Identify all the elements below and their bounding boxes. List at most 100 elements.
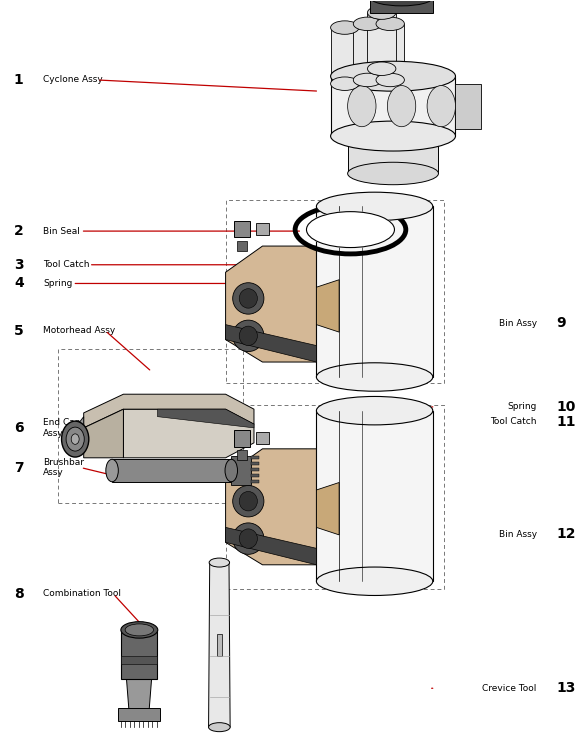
Ellipse shape bbox=[239, 491, 258, 511]
Ellipse shape bbox=[66, 427, 84, 451]
Polygon shape bbox=[331, 76, 455, 136]
Ellipse shape bbox=[347, 86, 376, 127]
Ellipse shape bbox=[317, 363, 433, 391]
Text: Tool Catch: Tool Catch bbox=[490, 418, 536, 427]
Polygon shape bbox=[256, 433, 269, 445]
Text: 1: 1 bbox=[14, 73, 24, 87]
Text: Motorhead Assy: Motorhead Assy bbox=[44, 326, 115, 335]
Ellipse shape bbox=[347, 162, 438, 185]
Ellipse shape bbox=[331, 77, 359, 90]
Polygon shape bbox=[226, 324, 317, 362]
Polygon shape bbox=[317, 207, 433, 377]
Text: 3: 3 bbox=[14, 258, 24, 272]
Polygon shape bbox=[118, 708, 160, 721]
Polygon shape bbox=[251, 479, 259, 483]
Polygon shape bbox=[78, 417, 84, 447]
Ellipse shape bbox=[233, 485, 264, 517]
Ellipse shape bbox=[331, 62, 455, 91]
Polygon shape bbox=[209, 562, 230, 727]
Text: 2: 2 bbox=[14, 224, 24, 238]
Polygon shape bbox=[226, 527, 317, 565]
Ellipse shape bbox=[233, 320, 264, 351]
Polygon shape bbox=[237, 451, 246, 460]
Ellipse shape bbox=[317, 567, 433, 596]
Text: 6: 6 bbox=[14, 421, 24, 435]
Polygon shape bbox=[256, 223, 269, 235]
Text: 13: 13 bbox=[557, 681, 576, 695]
Text: Spring: Spring bbox=[508, 403, 536, 412]
Text: Cyclone Assy: Cyclone Assy bbox=[44, 75, 103, 84]
Ellipse shape bbox=[233, 523, 264, 554]
Ellipse shape bbox=[317, 192, 433, 221]
Ellipse shape bbox=[317, 397, 433, 425]
Text: Brushbar
Assy: Brushbar Assy bbox=[44, 458, 85, 477]
Ellipse shape bbox=[353, 17, 382, 31]
Polygon shape bbox=[331, 28, 359, 83]
Polygon shape bbox=[84, 394, 254, 428]
Polygon shape bbox=[353, 24, 382, 80]
Ellipse shape bbox=[306, 212, 394, 248]
Text: 11: 11 bbox=[557, 415, 576, 429]
Ellipse shape bbox=[225, 460, 238, 481]
Text: Tool Catch: Tool Catch bbox=[44, 261, 90, 270]
Text: 12: 12 bbox=[557, 527, 576, 541]
Polygon shape bbox=[347, 128, 438, 173]
Polygon shape bbox=[226, 449, 317, 565]
Ellipse shape bbox=[233, 282, 264, 314]
Ellipse shape bbox=[71, 434, 79, 445]
Polygon shape bbox=[317, 279, 339, 332]
Polygon shape bbox=[124, 409, 254, 458]
Polygon shape bbox=[112, 460, 231, 481]
Polygon shape bbox=[234, 430, 250, 447]
Ellipse shape bbox=[387, 86, 416, 127]
Ellipse shape bbox=[376, 17, 404, 31]
Ellipse shape bbox=[121, 622, 158, 638]
Polygon shape bbox=[317, 482, 339, 535]
Polygon shape bbox=[126, 677, 152, 712]
Polygon shape bbox=[237, 241, 246, 251]
Polygon shape bbox=[251, 462, 259, 466]
Text: Combination Tool: Combination Tool bbox=[44, 590, 121, 599]
Ellipse shape bbox=[239, 288, 258, 308]
Polygon shape bbox=[317, 411, 433, 581]
Polygon shape bbox=[158, 409, 254, 428]
Polygon shape bbox=[371, 0, 433, 13]
Polygon shape bbox=[251, 468, 259, 472]
Ellipse shape bbox=[427, 86, 455, 127]
Text: Bin Assy: Bin Assy bbox=[499, 318, 536, 327]
Ellipse shape bbox=[353, 73, 382, 86]
Ellipse shape bbox=[376, 73, 404, 86]
Polygon shape bbox=[84, 409, 124, 458]
Text: 4: 4 bbox=[14, 276, 24, 291]
Ellipse shape bbox=[209, 722, 230, 731]
Ellipse shape bbox=[371, 0, 433, 6]
Polygon shape bbox=[121, 656, 158, 664]
Polygon shape bbox=[251, 474, 259, 477]
Ellipse shape bbox=[239, 529, 258, 548]
Polygon shape bbox=[234, 221, 250, 237]
Polygon shape bbox=[251, 456, 259, 460]
Polygon shape bbox=[226, 246, 317, 362]
Text: 5: 5 bbox=[14, 324, 24, 338]
Ellipse shape bbox=[106, 460, 118, 481]
Text: 9: 9 bbox=[557, 316, 566, 330]
Text: 10: 10 bbox=[557, 400, 576, 414]
Text: Spring: Spring bbox=[44, 279, 72, 288]
Text: End Cap
Assy: End Cap Assy bbox=[44, 418, 81, 438]
Polygon shape bbox=[231, 456, 251, 485]
Polygon shape bbox=[368, 13, 396, 69]
Ellipse shape bbox=[368, 62, 396, 75]
Text: Bin Seal: Bin Seal bbox=[44, 227, 80, 236]
Text: 8: 8 bbox=[14, 587, 24, 601]
Text: Bin Assy: Bin Assy bbox=[499, 529, 536, 538]
Ellipse shape bbox=[61, 421, 89, 457]
Ellipse shape bbox=[209, 558, 230, 567]
Text: Crevice Tool: Crevice Tool bbox=[483, 683, 536, 692]
Ellipse shape bbox=[125, 624, 154, 636]
Ellipse shape bbox=[331, 121, 455, 151]
Polygon shape bbox=[121, 630, 158, 679]
Ellipse shape bbox=[331, 21, 359, 35]
Ellipse shape bbox=[239, 326, 258, 345]
Polygon shape bbox=[455, 83, 481, 128]
Ellipse shape bbox=[368, 6, 396, 20]
